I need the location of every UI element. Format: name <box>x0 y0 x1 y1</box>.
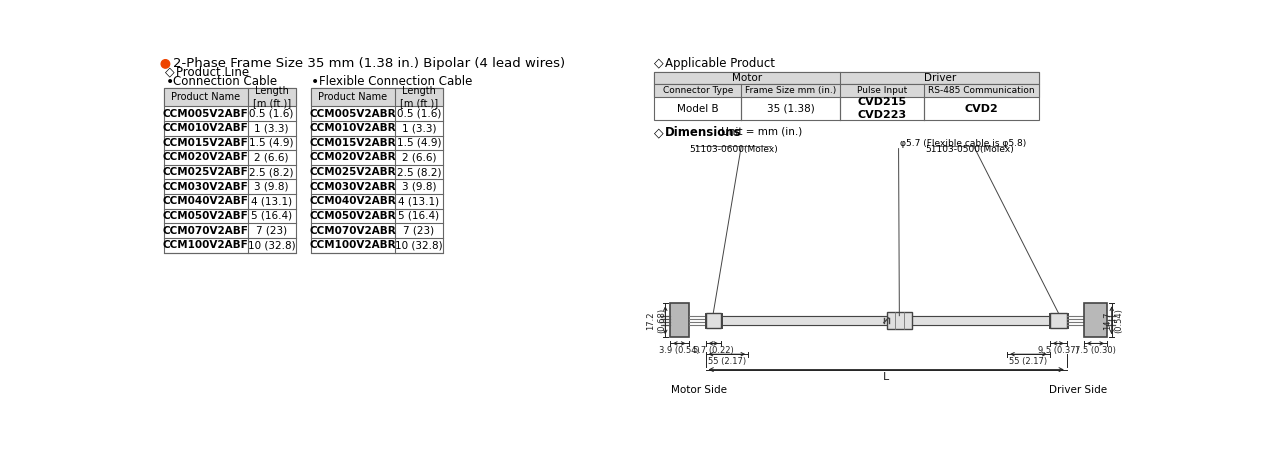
Text: 51103-0500(Molex): 51103-0500(Molex) <box>925 145 1014 154</box>
Text: Product Name: Product Name <box>319 92 388 102</box>
Text: CCM020V2ABR: CCM020V2ABR <box>310 152 397 163</box>
Text: Motor: Motor <box>732 73 763 83</box>
Text: Connector Type: Connector Type <box>663 86 733 95</box>
Text: •: • <box>165 75 174 89</box>
Text: 2 (6.6): 2 (6.6) <box>255 152 289 163</box>
Text: 4 (13.1): 4 (13.1) <box>251 196 292 207</box>
Text: 5 (16.4): 5 (16.4) <box>398 211 439 221</box>
Text: CCM070V2ABR: CCM070V2ABR <box>310 225 397 236</box>
Bar <box>164 88 296 106</box>
Text: 1 (3.3): 1 (3.3) <box>255 123 289 133</box>
Bar <box>311 88 443 253</box>
Text: CCM040V2ABF: CCM040V2ABF <box>163 196 248 207</box>
Text: CCM030V2ABF: CCM030V2ABF <box>163 182 248 192</box>
Text: 14.7
(0.54): 14.7 (0.54) <box>1103 308 1124 333</box>
Text: Length
[m (ft.)]: Length [m (ft.)] <box>399 86 438 108</box>
Text: Dimensions: Dimensions <box>666 126 742 139</box>
Text: CCM015V2ABF: CCM015V2ABF <box>163 138 248 148</box>
Bar <box>311 88 443 106</box>
Text: 9.5 (0.37): 9.5 (0.37) <box>1038 346 1079 355</box>
Text: Connection Cable: Connection Cable <box>173 75 278 88</box>
Text: CCM030V2ABR: CCM030V2ABR <box>310 182 397 192</box>
Text: Pulse Input: Pulse Input <box>858 86 908 95</box>
Text: Motor Side: Motor Side <box>672 385 727 395</box>
Text: Driver Side: Driver Side <box>1050 385 1107 395</box>
Text: 4 (13.1): 4 (13.1) <box>398 196 439 207</box>
Text: CCM100V2ABR: CCM100V2ABR <box>310 240 397 250</box>
Text: ◇: ◇ <box>654 57 664 70</box>
Text: 51103-0600(Molex): 51103-0600(Molex) <box>689 145 778 154</box>
Text: 1 (3.3): 1 (3.3) <box>402 123 436 133</box>
Text: Flexible Connection Cable: Flexible Connection Cable <box>319 75 472 88</box>
Text: RS-485 Communication: RS-485 Communication <box>928 86 1034 95</box>
Text: CCM020V2ABF: CCM020V2ABF <box>163 152 248 163</box>
Bar <box>669 304 689 337</box>
Text: L: L <box>883 371 890 382</box>
Text: Frame Size mm (in.): Frame Size mm (in.) <box>745 86 836 95</box>
Text: 2.5 (8.2): 2.5 (8.2) <box>250 167 294 177</box>
Polygon shape <box>911 316 1050 325</box>
Text: CCM025V2ABR: CCM025V2ABR <box>310 167 397 177</box>
Text: CCM050V2ABR: CCM050V2ABR <box>310 211 397 221</box>
Text: 2 (6.6): 2 (6.6) <box>402 152 436 163</box>
Text: •: • <box>311 75 320 89</box>
Bar <box>654 72 1039 120</box>
Text: Unit = mm (in.): Unit = mm (in.) <box>718 126 803 136</box>
Text: 55 (2.17): 55 (2.17) <box>708 357 746 365</box>
Text: 55 (2.17): 55 (2.17) <box>1010 357 1047 365</box>
Text: 3.9 (0.54): 3.9 (0.54) <box>659 346 700 355</box>
Text: CCM040V2ABR: CCM040V2ABR <box>310 196 397 207</box>
Text: 3 (9.8): 3 (9.8) <box>255 182 289 192</box>
Text: CCM015V2ABR: CCM015V2ABR <box>310 138 397 148</box>
Text: 7 (23): 7 (23) <box>403 225 434 236</box>
Polygon shape <box>722 316 888 325</box>
Text: CCM050V2ABF: CCM050V2ABF <box>163 211 248 221</box>
Text: Applicable Product: Applicable Product <box>666 57 776 70</box>
Bar <box>705 313 721 328</box>
Text: Product Line: Product Line <box>175 66 248 79</box>
Text: CCM005V2ABF: CCM005V2ABF <box>163 109 248 119</box>
Text: CCM070V2ABF: CCM070V2ABF <box>163 225 248 236</box>
Bar <box>654 72 1039 84</box>
Text: CVD2: CVD2 <box>965 103 998 114</box>
Text: 5.7 (0.22): 5.7 (0.22) <box>692 346 733 355</box>
Text: 0.5 (1.6): 0.5 (1.6) <box>250 109 294 119</box>
Text: 0.5 (1.6): 0.5 (1.6) <box>397 109 442 119</box>
Text: CCM010V2ABF: CCM010V2ABF <box>163 123 248 133</box>
Text: 10 (32.8): 10 (32.8) <box>396 240 443 250</box>
Text: 1.5 (4.9): 1.5 (4.9) <box>250 138 294 148</box>
Bar <box>1050 313 1066 328</box>
Text: 17.2
(0.68): 17.2 (0.68) <box>646 308 666 333</box>
Text: CVD215
CVD223: CVD215 CVD223 <box>858 97 906 120</box>
Text: 2.5 (8.2): 2.5 (8.2) <box>397 167 442 177</box>
Text: 35 (1.38): 35 (1.38) <box>767 103 815 114</box>
Bar <box>164 88 296 253</box>
Text: CCM025V2ABF: CCM025V2ABF <box>163 167 248 177</box>
Text: CCM100V2ABF: CCM100V2ABF <box>163 240 248 250</box>
Bar <box>1084 304 1107 337</box>
Text: Length
[m (ft.)]: Length [m (ft.)] <box>252 86 291 108</box>
Text: 10 (32.8): 10 (32.8) <box>248 240 296 250</box>
Text: ◇: ◇ <box>165 66 175 79</box>
Text: 1.5 (4.9): 1.5 (4.9) <box>397 138 442 148</box>
Text: φ5.7 (Flexible cable is φ5.8): φ5.7 (Flexible cable is φ5.8) <box>900 140 1027 148</box>
Text: Model B: Model B <box>677 103 718 114</box>
Bar <box>887 312 911 329</box>
Text: ◇: ◇ <box>654 126 664 139</box>
Text: 7.5 (0.30): 7.5 (0.30) <box>1075 346 1116 355</box>
Circle shape <box>161 60 170 68</box>
Text: Driver: Driver <box>924 73 956 83</box>
Text: CCM010V2ABR: CCM010V2ABR <box>310 123 397 133</box>
Bar <box>654 84 1039 97</box>
Text: 2-Phase Frame Size 35 mm (1.38 in.) Bipolar (4 lead wires): 2-Phase Frame Size 35 mm (1.38 in.) Bipo… <box>173 57 566 70</box>
Text: CCM005V2ABR: CCM005V2ABR <box>310 109 397 119</box>
Text: 5 (16.4): 5 (16.4) <box>251 211 292 221</box>
Text: 3 (9.8): 3 (9.8) <box>402 182 436 192</box>
Text: 7 (23): 7 (23) <box>256 225 287 236</box>
Text: Product Name: Product Name <box>172 92 241 102</box>
